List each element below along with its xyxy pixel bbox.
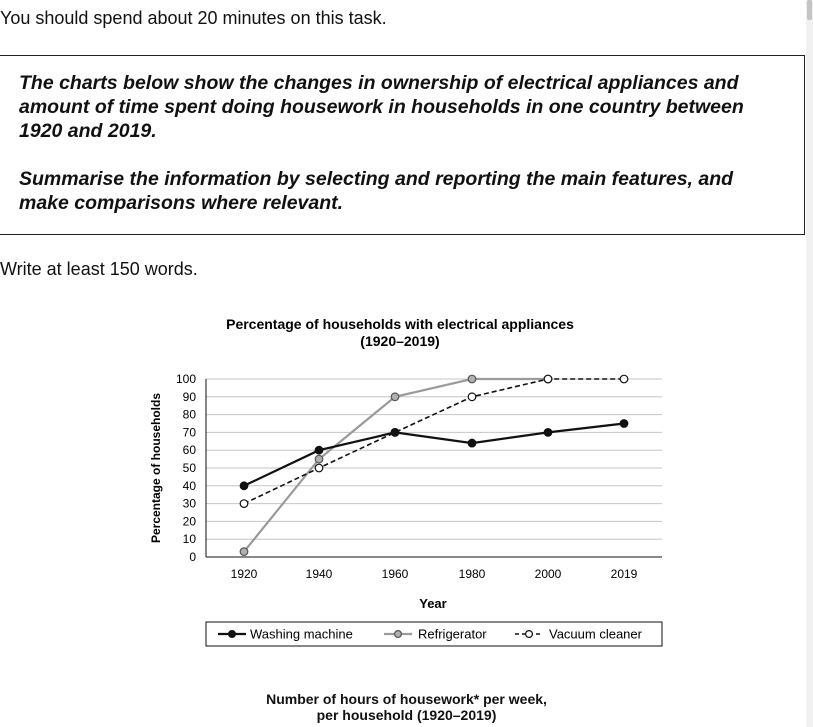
data-point bbox=[314, 454, 324, 464]
data-point bbox=[239, 547, 249, 557]
x-tick-label: 1980 bbox=[459, 567, 486, 581]
chart2-title-block: Number of hours of housework* per week, … bbox=[0, 691, 813, 723]
data-point bbox=[619, 419, 629, 428]
chart-subtitle: (1920–2019) bbox=[360, 333, 439, 349]
task-summary: Summarise the information by selecting a… bbox=[19, 168, 734, 214]
chart-legend: Washing machine Refrigerator Vacuum cleane… bbox=[205, 621, 663, 647]
data-point bbox=[619, 374, 629, 384]
chart2-subtitle: per household (1920–2019) bbox=[316, 707, 497, 723]
word-count-note: Write at least 150 words. bbox=[0, 259, 198, 279]
data-point bbox=[467, 374, 477, 384]
x-tick-label: 2000 bbox=[535, 567, 562, 581]
data-point bbox=[467, 392, 477, 402]
series-layer bbox=[239, 374, 629, 557]
y-tick-label: 0 bbox=[189, 550, 196, 564]
x-tick-label: 2019 bbox=[611, 567, 638, 581]
task-prompt: The charts below show the changes in own… bbox=[19, 72, 744, 142]
scrollbar[interactable] bbox=[806, 0, 813, 727]
legend-label: Vacuum cleaner bbox=[549, 627, 643, 642]
y-tick-label: 100 bbox=[176, 372, 196, 386]
legend-label: Refrigerator bbox=[418, 627, 487, 642]
x-tick-label: 1960 bbox=[382, 567, 409, 581]
y-tick-label: 40 bbox=[183, 479, 197, 493]
data-point bbox=[314, 463, 324, 473]
legend-box bbox=[205, 621, 663, 647]
series-line bbox=[243, 422, 625, 487]
series-vacuum-cleaner bbox=[239, 374, 629, 509]
data-point bbox=[390, 427, 400, 437]
scrollbar-thumb[interactable] bbox=[807, 0, 812, 20]
y-tick-label: 30 bbox=[183, 497, 197, 511]
data-point bbox=[543, 427, 553, 437]
data-point bbox=[239, 481, 249, 491]
task-box: The charts below show the changes in own… bbox=[0, 55, 805, 235]
y-tick-label: 50 bbox=[183, 461, 197, 475]
y-tick-label: 70 bbox=[183, 425, 197, 439]
series-washing-machine bbox=[239, 419, 629, 491]
y-tick-label: 60 bbox=[183, 443, 197, 457]
grid-lines bbox=[205, 378, 662, 558]
y-tick-label: 20 bbox=[183, 514, 197, 528]
y-axis-label: Percentage of households bbox=[149, 393, 163, 543]
y-tick-label: 10 bbox=[183, 532, 197, 546]
legend-marker bbox=[228, 630, 237, 639]
instruction-text: You should spend about 20 minutes on thi… bbox=[0, 8, 387, 28]
x-tick-label: 1940 bbox=[306, 567, 333, 581]
x-tick-labels: 1920 1940 1960 1980 2000 2019 bbox=[231, 567, 638, 581]
x-tick-label: 1920 bbox=[231, 567, 258, 581]
line-chart-appliances: Percentage of households with electrical… bbox=[149, 316, 663, 647]
legend-label: Washing machine bbox=[250, 627, 353, 642]
legend-marker bbox=[524, 630, 533, 639]
data-point bbox=[314, 445, 324, 455]
chart-title: Percentage of households with electrical… bbox=[226, 316, 574, 332]
x-axis-label: Year bbox=[419, 596, 446, 611]
data-point bbox=[239, 499, 249, 509]
y-tick-label: 90 bbox=[183, 390, 197, 404]
chart2-title: Number of hours of housework* per week, bbox=[266, 691, 547, 707]
data-point bbox=[390, 392, 400, 402]
y-tick-label: 80 bbox=[183, 408, 197, 422]
y-tick-labels: 0 10 20 30 40 50 60 70 80 90 100 bbox=[176, 372, 196, 564]
data-point bbox=[543, 374, 553, 384]
legend-marker bbox=[394, 630, 403, 639]
series-line bbox=[243, 378, 624, 505]
data-point bbox=[467, 438, 477, 448]
